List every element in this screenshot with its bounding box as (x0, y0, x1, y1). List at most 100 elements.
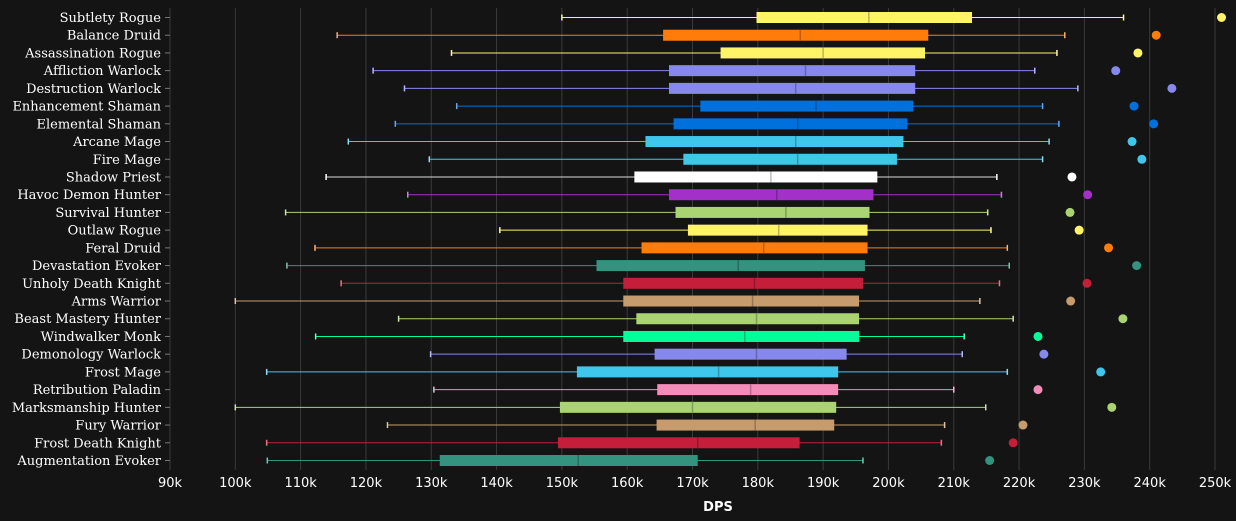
iqr-box (636, 313, 860, 325)
spec-label: Retribution Paladin (33, 383, 162, 398)
box-shadow-priest (325, 171, 1077, 183)
iqr-box (668, 65, 916, 77)
outlier-point (1217, 13, 1227, 22)
spec-label: Assassination Rogue (24, 46, 161, 61)
spec-label: Havoc Demon Hunter (17, 188, 161, 203)
outlier-point (1127, 137, 1137, 147)
outlier-point (1039, 349, 1049, 359)
outlier-point (1033, 331, 1043, 341)
box-affliction-warlock (372, 65, 1121, 77)
box-frost-mage (265, 366, 1106, 378)
iqr-box (687, 224, 868, 236)
box-outlaw-rogue (499, 224, 1084, 236)
box-frost-death-knight (265, 437, 1018, 449)
iqr-box (657, 384, 839, 396)
spec-label: Frost Death Knight (34, 436, 162, 451)
box-demonology-warlock (429, 348, 1049, 360)
x-axis-title: DPS (703, 500, 733, 515)
box-destruction-warlock (403, 82, 1177, 94)
spec-label: Frost Mage (85, 365, 161, 380)
x-tick-label: 160k (611, 476, 644, 491)
outlier-point (1074, 225, 1084, 235)
spec-label: Marksmanship Hunter (12, 401, 162, 416)
spec-label: Windwalker Monk (41, 330, 161, 345)
x-tick-label: 130k (415, 476, 448, 491)
iqr-box (439, 455, 698, 466)
iqr-box (645, 136, 904, 148)
spec-labels: Subtlety Rogue Balance Druid Assassination… (12, 11, 162, 469)
box-retribution-paladin (433, 384, 1043, 396)
outlier-point (1132, 261, 1142, 271)
spec-label: Fire Mage (93, 153, 162, 168)
outlier-point (1137, 154, 1147, 164)
spec-label: Augmentation Evoker (16, 454, 161, 469)
iqr-box (576, 366, 839, 378)
box-augmentation-evoker (266, 455, 995, 466)
spec-label: Elemental Shaman (37, 117, 162, 132)
outlier-point (1104, 243, 1114, 253)
box-fury-warrior (386, 419, 1028, 431)
outlier-point (1118, 314, 1128, 324)
iqr-box (557, 437, 800, 449)
x-tick-label: 120k (350, 476, 383, 491)
iqr-box (668, 82, 916, 94)
outlier-point (1033, 385, 1043, 395)
box-subtlety-rogue (561, 12, 1227, 23)
outlier-point (1018, 420, 1028, 430)
x-tick-label: 200k (872, 476, 905, 491)
spec-label: Arcane Mage (72, 135, 161, 150)
iqr-box (675, 206, 870, 218)
x-tick-label: 150k (546, 476, 579, 491)
spec-label: Survival Hunter (55, 206, 161, 221)
spec-label: Devastation Evoker (32, 259, 162, 274)
box-havoc-demon-hunter (406, 189, 1093, 201)
box-enhancement-shaman (455, 100, 1139, 112)
iqr-box (700, 100, 914, 112)
box-windwalker-monk (314, 330, 1043, 342)
spec-label: Fury Warrior (75, 419, 161, 434)
iqr-box (634, 171, 878, 183)
outlier-point (1065, 207, 1075, 217)
outlier-point (1096, 367, 1106, 377)
x-tick-label: 230k (1068, 476, 1101, 491)
x-tick-label: 90k (158, 476, 183, 491)
iqr-box (656, 419, 835, 431)
x-tick-label: 220k (1003, 476, 1036, 491)
iqr-box (596, 260, 865, 272)
outlier-point (1107, 402, 1117, 412)
x-tick-label: 240k (1134, 476, 1167, 491)
spec-label: Outlaw Rogue (68, 224, 162, 239)
outlier-point (1066, 296, 1076, 306)
iqr-box (641, 242, 868, 254)
iqr-box (663, 29, 929, 41)
box-unholy-death-knight (340, 277, 1092, 289)
spec-label: Unholy Death Knight (22, 277, 162, 292)
x-tick-labels: 90k 100k 110k 120k 130k 140k 150k 160k 170k 180k 1… (158, 476, 1232, 491)
spec-label: Demonology Warlock (21, 348, 161, 363)
box-beast-mastery-hunter (397, 313, 1128, 325)
iqr-box (756, 12, 973, 23)
box-balance-druid (336, 29, 1161, 41)
spec-label: Subtlety Rogue (60, 11, 162, 26)
x-tick-label: 110k (284, 476, 317, 491)
iqr-box (623, 330, 860, 342)
spec-label: Affliction Warlock (43, 64, 161, 79)
box-assassination-rogue (450, 47, 1143, 59)
spec-label: Feral Druid (85, 241, 161, 256)
iqr-box (654, 348, 847, 360)
iqr-box (673, 118, 908, 130)
x-tick-label: 100k (219, 476, 252, 491)
spec-label: Enhancement Shaman (12, 100, 161, 115)
x-tick-label: 210k (938, 476, 971, 491)
box-arms-warrior (234, 295, 1076, 307)
outlier-point (1083, 190, 1093, 200)
iqr-box (623, 295, 860, 307)
iqr-box (559, 401, 837, 413)
outlier-point (1008, 438, 1018, 448)
spec-label: Shadow Priest (66, 170, 162, 185)
outlier-point (1082, 278, 1092, 288)
x-tick-label: 190k (807, 476, 840, 491)
outlier-point (985, 456, 995, 465)
box-survival-hunter (284, 206, 1075, 218)
box-devastation-evoker (286, 260, 1142, 272)
